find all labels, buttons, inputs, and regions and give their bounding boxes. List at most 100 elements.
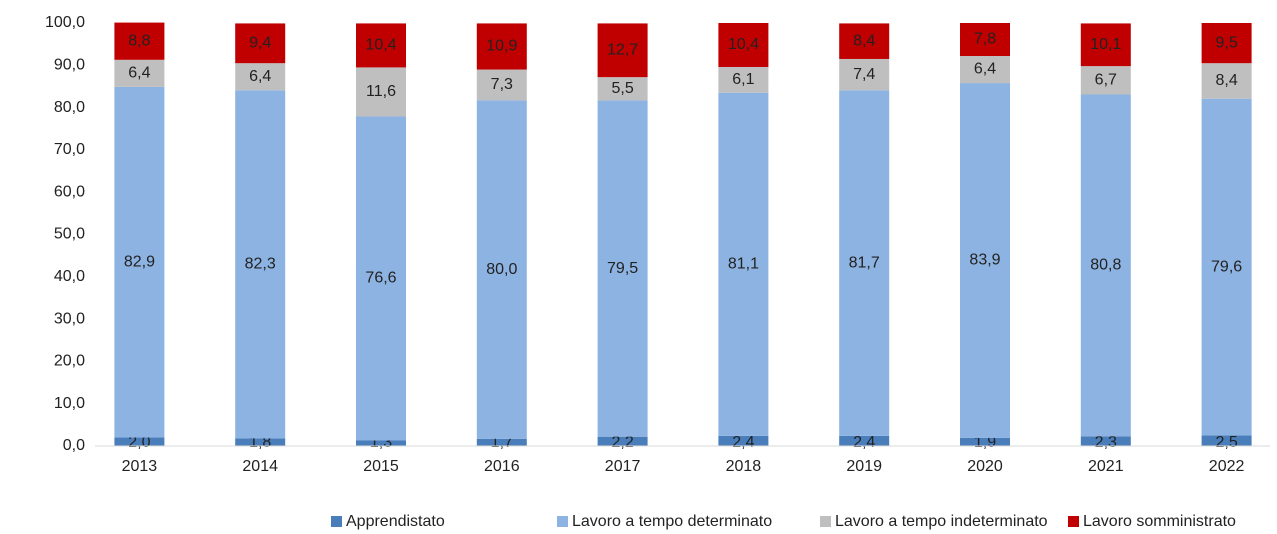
bar-segment xyxy=(476,23,527,70)
bar-segment xyxy=(114,22,165,60)
y-tick-label: 80,0 xyxy=(54,99,85,116)
y-tick-label: 90,0 xyxy=(54,57,85,74)
value-label: 81,1 xyxy=(728,256,759,273)
bar-segment xyxy=(960,23,1010,56)
value-label: 8,4 xyxy=(1215,72,1237,89)
value-label: 2,2 xyxy=(611,434,633,451)
legend-label: Lavoro a tempo indeterminato xyxy=(835,513,1048,530)
bar-segment xyxy=(476,438,527,446)
y-tick-label: 0,0 xyxy=(63,437,85,454)
x-tick-label: 2017 xyxy=(605,458,641,475)
bar-segment xyxy=(960,437,1010,446)
bar-segment xyxy=(839,90,890,436)
value-label: 6,1 xyxy=(732,71,754,88)
bar-segment xyxy=(597,436,648,446)
bar-segment xyxy=(718,92,769,436)
value-label: 2,0 xyxy=(128,434,150,451)
value-label: 10,4 xyxy=(365,37,396,54)
legend-swatch xyxy=(1068,516,1079,527)
bar-segment xyxy=(356,116,406,441)
value-label: 7,4 xyxy=(853,66,875,83)
bar-segment xyxy=(114,59,165,87)
bar-segment xyxy=(1080,94,1131,437)
value-label: 5,5 xyxy=(611,80,633,97)
x-tick-label: 2014 xyxy=(242,458,278,475)
bar-segment xyxy=(114,437,165,446)
x-tick-label: 2020 xyxy=(967,458,1003,475)
bar-segment xyxy=(235,438,286,446)
value-label: 82,3 xyxy=(245,256,276,273)
bar-segment xyxy=(476,100,527,439)
bar-segment xyxy=(1201,63,1252,99)
value-label: 12,7 xyxy=(607,42,638,59)
value-label: 10,4 xyxy=(728,36,759,53)
legend-label: Lavoro somministrato xyxy=(1083,513,1236,530)
y-tick-label: 30,0 xyxy=(54,310,85,327)
value-label: 80,0 xyxy=(486,261,517,278)
value-label: 7,8 xyxy=(974,31,996,48)
value-label: 1,8 xyxy=(249,434,271,451)
bar-segment xyxy=(356,440,406,446)
bar-segment xyxy=(235,23,286,64)
y-tick-label: 100,0 xyxy=(45,14,85,31)
value-label: 2,5 xyxy=(1215,434,1237,451)
y-tick-label: 50,0 xyxy=(54,226,85,243)
y-tick-label: 70,0 xyxy=(54,141,85,158)
value-label: 10,1 xyxy=(1090,36,1121,53)
bar-segment xyxy=(718,435,769,446)
bar-segment xyxy=(839,58,890,91)
value-label: 2,4 xyxy=(732,434,754,451)
value-label: 79,5 xyxy=(607,260,638,277)
bar-segment xyxy=(597,77,648,101)
bar-segment xyxy=(960,83,1010,438)
bar-segment xyxy=(235,63,286,91)
value-label: 8,4 xyxy=(853,32,875,49)
bar-segment xyxy=(1080,436,1131,446)
value-label: 6,4 xyxy=(974,61,996,78)
x-tick-label: 2013 xyxy=(122,458,158,475)
value-label: 1,9 xyxy=(974,434,996,451)
bar-segment xyxy=(1201,23,1252,64)
legend-swatch xyxy=(820,516,831,527)
bar-segment xyxy=(1080,23,1131,67)
value-label: 76,6 xyxy=(365,270,396,287)
bar-segment xyxy=(114,86,165,438)
legend-swatch xyxy=(331,516,342,527)
value-label: 11,6 xyxy=(366,83,396,100)
x-tick-label: 2018 xyxy=(726,458,762,475)
x-tick-label: 2019 xyxy=(846,458,882,475)
x-tick-label: 2015 xyxy=(363,458,399,475)
legend-label: Apprendistato xyxy=(346,513,445,530)
value-label: 9,5 xyxy=(1215,34,1237,51)
y-tick-label: 10,0 xyxy=(54,395,85,412)
bar-segment xyxy=(1201,98,1252,436)
value-label: 6,4 xyxy=(128,65,150,82)
value-label: 6,7 xyxy=(1095,72,1117,89)
bar-segment xyxy=(960,55,1010,84)
value-label: 80,8 xyxy=(1090,257,1121,274)
bar-segment xyxy=(597,23,648,78)
value-label: 2,4 xyxy=(853,434,875,451)
x-tick-label: 2021 xyxy=(1088,458,1124,475)
value-label: 2,3 xyxy=(1095,434,1117,451)
bar-segment xyxy=(476,69,527,101)
y-tick-label: 60,0 xyxy=(54,183,85,200)
bar-segment xyxy=(597,100,648,437)
x-tick-label: 2022 xyxy=(1209,458,1245,475)
value-label: 9,4 xyxy=(249,35,271,52)
value-label: 79,6 xyxy=(1211,258,1242,275)
value-label: 6,4 xyxy=(249,68,271,85)
bar-segment xyxy=(356,67,406,117)
bar-segment xyxy=(839,23,890,59)
value-label: 82,9 xyxy=(124,253,155,270)
y-tick-label: 20,0 xyxy=(54,353,85,370)
value-label: 81,7 xyxy=(849,254,880,271)
bar-segment xyxy=(718,66,769,93)
value-label: 10,9 xyxy=(486,38,517,55)
bar-segment xyxy=(839,435,890,446)
value-label: 7,3 xyxy=(491,76,513,93)
y-tick-label: 40,0 xyxy=(54,268,85,285)
legend-label: Lavoro a tempo determinato xyxy=(572,513,772,530)
value-label: 83,9 xyxy=(969,252,1000,269)
